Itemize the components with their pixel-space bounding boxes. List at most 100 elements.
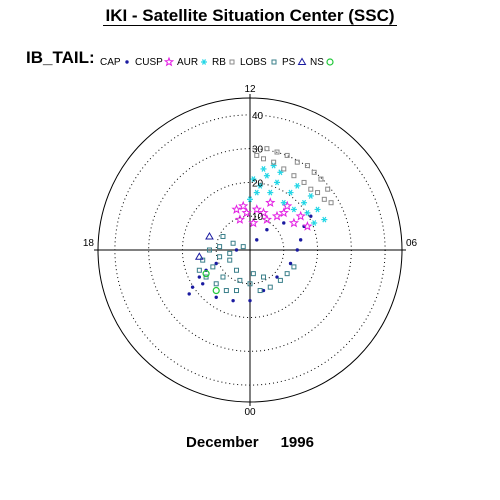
page-title: IKI - Satellite Situation Center (SSC)	[0, 6, 500, 26]
point-lobs-20	[230, 240, 236, 246]
point-cusp-7	[288, 217, 300, 228]
point-cap-0	[201, 282, 205, 286]
polar-axes	[94, 94, 406, 406]
point-lobs-14	[291, 264, 297, 270]
point-aur-3	[263, 172, 270, 179]
point-cap-1	[214, 295, 218, 299]
point-cusp-8	[295, 210, 306, 221]
point-rb-12	[261, 156, 267, 162]
point-cap-13	[255, 238, 259, 242]
legend-label-ns: NS	[310, 57, 324, 68]
point-lobs-15	[220, 274, 226, 280]
data-points	[187, 146, 334, 303]
point-lobs-17	[223, 288, 229, 294]
point-rb-6	[311, 169, 317, 175]
series-rb	[254, 146, 334, 206]
angle-label-top: 12	[244, 84, 256, 95]
point-rb-2	[274, 149, 280, 155]
legend-item-ns: NS	[310, 57, 334, 68]
point-cap-7	[295, 248, 299, 252]
point-aur-0	[247, 196, 253, 203]
point-cap-4	[261, 288, 266, 293]
legend-item-lobs: LOBS	[240, 57, 277, 68]
point-rb-4	[294, 159, 300, 165]
point-cusp-10	[238, 200, 249, 211]
point-lobs-11	[267, 284, 273, 290]
legend-item-cap: CAP	[100, 57, 129, 68]
point-aur-17	[290, 206, 297, 213]
point-cap-19	[187, 292, 191, 296]
point-lobs-22	[217, 244, 223, 250]
legend-marker-ps	[297, 57, 307, 65]
point-aur-18	[311, 220, 318, 226]
point-cap-6	[288, 261, 293, 266]
point-ps-0	[205, 231, 214, 240]
point-cap-8	[298, 238, 303, 242]
point-lobs-13	[284, 271, 290, 277]
point-lobs-3	[203, 274, 209, 280]
point-lobs-18	[233, 288, 239, 294]
point-cap-14	[234, 248, 239, 252]
radial-tick-label-20: 20	[252, 178, 264, 189]
point-lobs-12	[277, 277, 283, 283]
point-aur-15	[260, 166, 267, 172]
point-cap-11	[282, 221, 286, 225]
point-aur-19	[250, 176, 257, 182]
point-aur-7	[287, 189, 294, 196]
point-cap-18	[190, 285, 195, 289]
point-aur-11	[314, 206, 321, 213]
legend-label-cusp: CUSP	[135, 57, 163, 68]
point-rb-10	[281, 166, 287, 172]
point-lobs-19	[240, 244, 246, 250]
point-rb-13	[291, 173, 297, 179]
legend-item-cusp: CUSP	[135, 56, 175, 68]
legend-marker-lobs	[271, 59, 277, 65]
point-lobs-6	[227, 257, 233, 263]
legend-label-rb: RB	[212, 57, 226, 68]
point-lobs-21	[220, 233, 226, 239]
point-aur-5	[274, 179, 281, 186]
legend-marker-cap	[125, 60, 129, 64]
point-cusp-13	[231, 204, 242, 214]
legend-label-ps: PS	[282, 57, 296, 68]
point-lobs-23	[227, 250, 233, 256]
legend: CAP CUSP AUR RB LOBS PS NS	[100, 56, 334, 68]
radial-tick-label-10: 10	[252, 212, 264, 223]
series-lobs	[196, 233, 297, 294]
month-label: December	[186, 434, 259, 451]
radial-tick-label-40: 40	[252, 111, 264, 122]
series-cusp	[231, 197, 313, 231]
point-aur-13	[304, 209, 311, 216]
point-lobs-16	[213, 281, 219, 287]
point-rb-0	[254, 152, 260, 158]
point-cusp-3	[258, 207, 269, 218]
point-cap-5	[275, 275, 279, 279]
point-cusp-1	[241, 207, 252, 218]
point-cap-2	[231, 298, 235, 303]
point-rb-3	[284, 152, 290, 158]
legend-item-ps: PS	[282, 57, 307, 68]
legend-marker-cusp	[163, 56, 175, 67]
point-aur-4	[267, 189, 274, 196]
point-cusp-0	[234, 214, 246, 224]
legend-marker-ns	[326, 58, 334, 66]
point-lobs-5	[217, 254, 223, 260]
page-title-text: IKI - Satellite Situation Center (SSC)	[103, 6, 397, 26]
point-cap-3	[248, 298, 252, 303]
series-aur	[247, 162, 328, 226]
point-cap-17	[197, 275, 202, 279]
point-cusp-4	[261, 214, 273, 224]
point-cusp-6	[278, 207, 289, 218]
point-ns-0	[202, 270, 210, 278]
point-lobs-9	[247, 281, 253, 287]
series-ps	[194, 231, 214, 260]
legend-marker-aur	[201, 59, 207, 65]
point-cusp-5	[271, 210, 283, 221]
legend-marker-rb	[229, 59, 235, 65]
legend-name: IB_TAIL:	[26, 48, 95, 67]
year-label: 1996	[280, 434, 314, 451]
point-rb-16	[315, 190, 321, 196]
point-aur-10	[307, 193, 314, 199]
point-aur-9	[301, 199, 308, 206]
